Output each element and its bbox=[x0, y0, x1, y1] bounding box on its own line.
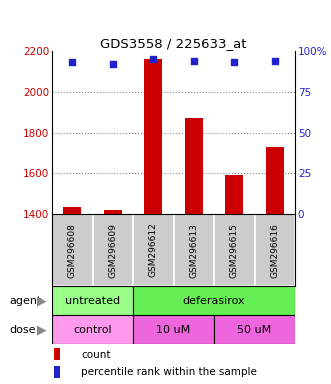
Text: control: control bbox=[73, 324, 112, 334]
Bar bbox=[63, 207, 81, 214]
Bar bbox=[133, 315, 214, 344]
Text: 50 uM: 50 uM bbox=[237, 324, 272, 334]
Bar bbox=[185, 118, 203, 214]
Text: count: count bbox=[81, 350, 111, 360]
Text: GSM296612: GSM296612 bbox=[149, 223, 158, 278]
Bar bbox=[214, 214, 255, 286]
Text: GSM296608: GSM296608 bbox=[68, 223, 77, 278]
Text: GSM296616: GSM296616 bbox=[270, 223, 279, 278]
Text: GSM296615: GSM296615 bbox=[230, 223, 239, 278]
Bar bbox=[92, 214, 133, 286]
Text: GSM296609: GSM296609 bbox=[108, 223, 117, 278]
Bar bbox=[225, 175, 243, 214]
Bar bbox=[144, 59, 163, 214]
Bar bbox=[52, 214, 92, 286]
Text: ▶: ▶ bbox=[37, 323, 46, 336]
Bar bbox=[54, 366, 60, 378]
Bar bbox=[133, 286, 295, 315]
Bar bbox=[255, 214, 295, 286]
Text: GSM296613: GSM296613 bbox=[189, 223, 198, 278]
Bar bbox=[173, 214, 214, 286]
Point bbox=[232, 60, 237, 66]
Text: dose: dose bbox=[9, 324, 36, 334]
Title: GDS3558 / 225633_at: GDS3558 / 225633_at bbox=[100, 37, 247, 50]
Bar bbox=[52, 286, 133, 315]
Bar bbox=[54, 348, 60, 360]
Bar bbox=[133, 214, 173, 286]
Text: percentile rank within the sample: percentile rank within the sample bbox=[81, 367, 257, 377]
Bar bbox=[52, 315, 133, 344]
Text: untreated: untreated bbox=[65, 296, 120, 306]
Text: 10 uM: 10 uM bbox=[156, 324, 191, 334]
Point bbox=[70, 60, 75, 66]
Point bbox=[110, 61, 116, 67]
Text: ▶: ▶ bbox=[37, 294, 46, 307]
Point bbox=[272, 58, 277, 64]
Bar bbox=[104, 210, 122, 214]
Point bbox=[191, 58, 196, 64]
Bar bbox=[214, 315, 295, 344]
Point bbox=[151, 56, 156, 62]
Text: agent: agent bbox=[9, 296, 42, 306]
Bar bbox=[266, 147, 284, 214]
Text: deferasirox: deferasirox bbox=[183, 296, 245, 306]
